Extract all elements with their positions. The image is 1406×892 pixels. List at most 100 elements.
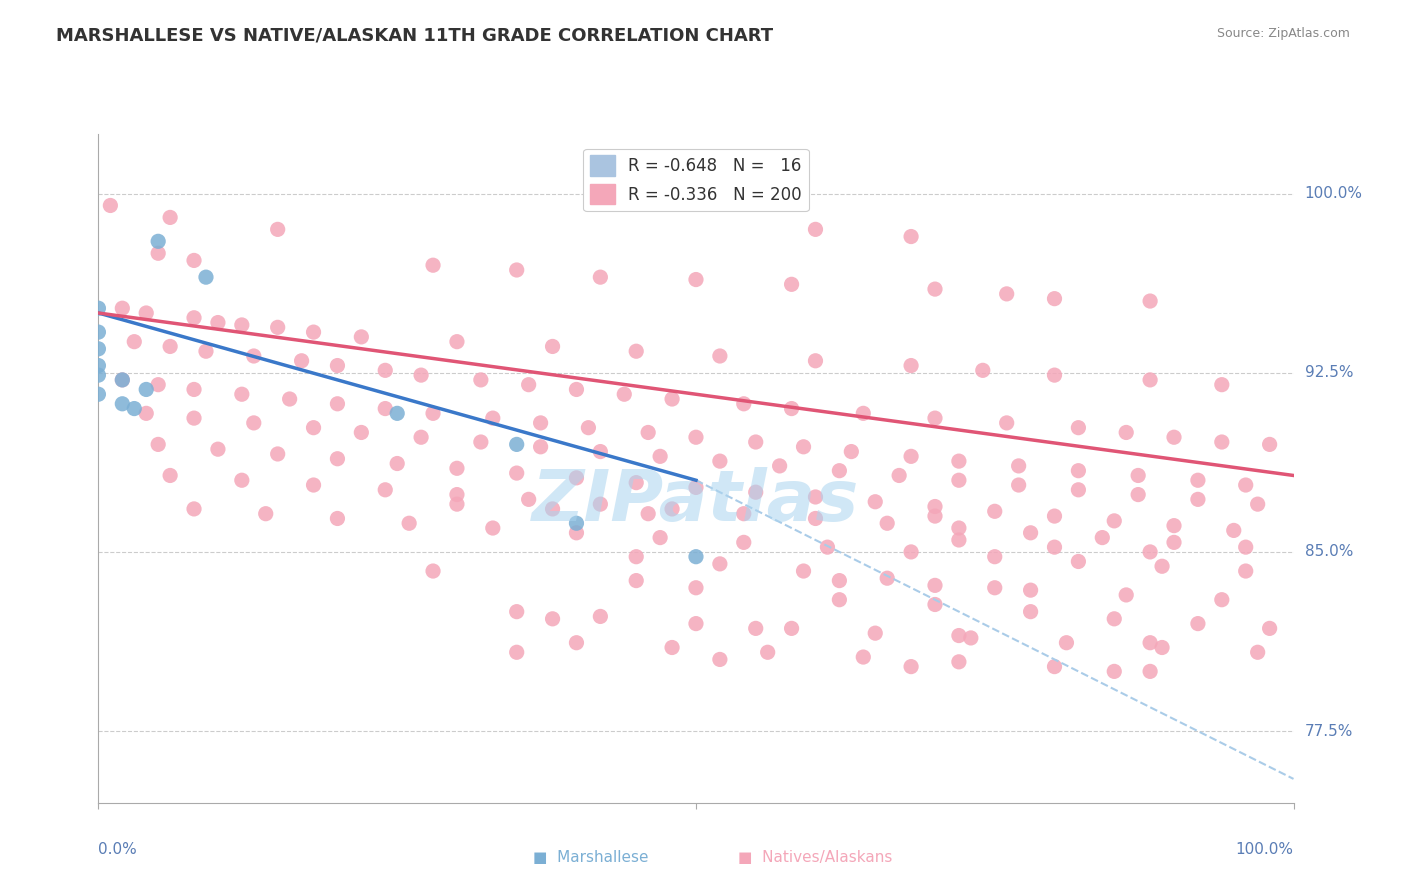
Point	[661, 640, 683, 655]
Point	[1067, 483, 1090, 497]
Point	[1019, 583, 1042, 598]
Point	[983, 504, 1005, 518]
Point	[900, 659, 922, 673]
Point	[1187, 616, 1209, 631]
Point	[1043, 659, 1066, 673]
Point	[385, 406, 409, 420]
Point	[709, 557, 731, 571]
Point	[541, 339, 564, 353]
Point	[446, 487, 468, 501]
Point	[1091, 531, 1114, 545]
Point	[159, 339, 181, 353]
Point	[194, 270, 217, 285]
Point	[948, 628, 970, 642]
Point	[1007, 458, 1029, 473]
Point	[685, 549, 707, 564]
Point	[565, 516, 588, 531]
Point	[1128, 468, 1150, 483]
Point	[148, 235, 170, 249]
Point	[111, 373, 134, 387]
Point	[661, 392, 683, 406]
Point	[624, 549, 647, 564]
Point	[529, 440, 551, 454]
Point	[768, 458, 790, 473]
Point	[326, 359, 349, 373]
Point	[1150, 559, 1173, 574]
Point	[745, 485, 768, 500]
Point	[1043, 292, 1066, 306]
Point	[1234, 564, 1257, 578]
Point	[111, 397, 134, 411]
Point	[948, 454, 970, 468]
Point	[148, 246, 170, 260]
Point	[924, 509, 946, 524]
Point	[87, 359, 110, 373]
Point	[506, 466, 529, 480]
Point	[1187, 492, 1209, 507]
Point	[1139, 665, 1161, 679]
Point	[900, 450, 922, 464]
Point	[506, 605, 529, 619]
Point	[804, 222, 827, 236]
Point	[959, 631, 981, 645]
Point	[124, 401, 146, 416]
Point	[900, 229, 922, 244]
Point	[624, 475, 647, 490]
Point	[828, 592, 851, 607]
Point	[148, 437, 170, 451]
Point	[194, 344, 217, 359]
Point	[685, 430, 707, 444]
Point	[1043, 540, 1066, 554]
Point	[924, 282, 946, 296]
Point	[481, 521, 505, 535]
Point	[1043, 368, 1066, 383]
Point	[183, 411, 205, 425]
Point	[124, 334, 146, 349]
Point	[804, 511, 827, 525]
Point	[541, 612, 564, 626]
Point	[972, 363, 994, 377]
Point	[326, 451, 349, 466]
Point	[1054, 636, 1078, 650]
Point	[398, 516, 420, 531]
Point	[1019, 525, 1042, 540]
Point	[589, 270, 612, 285]
Point	[183, 310, 205, 325]
Point	[793, 440, 815, 454]
Point	[565, 525, 588, 540]
Point	[780, 277, 803, 292]
Point	[1019, 605, 1042, 619]
Text: 85.0%: 85.0%	[1305, 544, 1353, 559]
Point	[852, 406, 875, 420]
Point	[506, 263, 529, 277]
Point	[302, 325, 325, 339]
Point	[385, 457, 409, 471]
Point	[839, 444, 862, 458]
Point	[1115, 425, 1137, 440]
Point	[804, 490, 827, 504]
Point	[243, 416, 266, 430]
Point	[1128, 487, 1150, 501]
Point	[422, 258, 444, 272]
Point	[780, 621, 803, 635]
Text: 77.5%: 77.5%	[1305, 723, 1353, 739]
Point	[1258, 621, 1281, 635]
Point	[374, 483, 396, 497]
Point	[948, 473, 970, 487]
Point	[422, 564, 444, 578]
Point	[374, 363, 396, 377]
Text: 100.0%: 100.0%	[1305, 186, 1362, 201]
Point	[254, 507, 277, 521]
Point	[685, 581, 707, 595]
Point	[876, 571, 898, 585]
Point	[948, 533, 970, 547]
Point	[267, 447, 290, 461]
Point	[159, 211, 181, 225]
Point	[183, 253, 205, 268]
Point	[565, 383, 588, 397]
Point	[863, 494, 886, 508]
Point	[446, 497, 468, 511]
Point	[267, 320, 290, 334]
Point	[481, 411, 505, 425]
Point	[995, 286, 1018, 301]
